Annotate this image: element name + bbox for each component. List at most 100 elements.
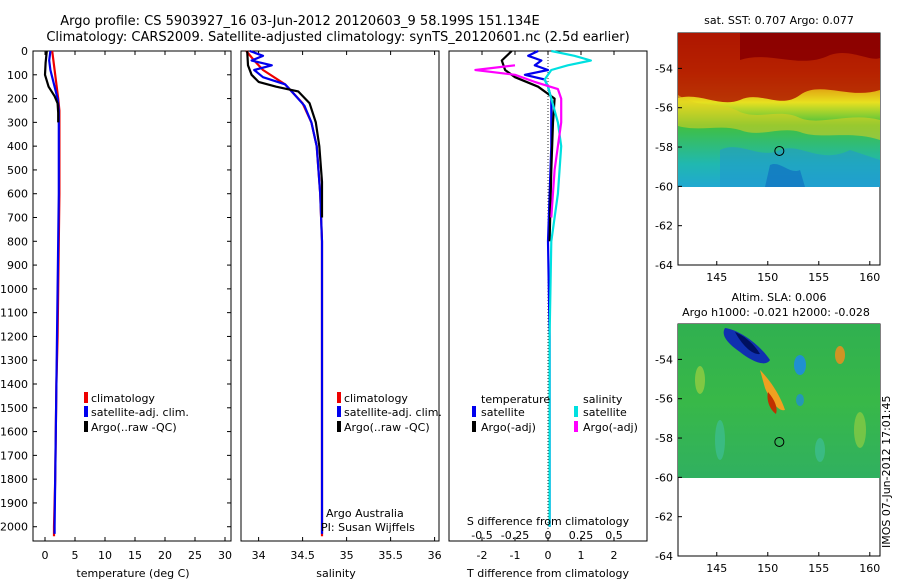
temperature-xlabel: temperature (deg C) xyxy=(76,567,189,580)
depth-tick-label: 200 xyxy=(7,93,28,106)
xtick-label: 36 xyxy=(428,549,442,562)
legend-label-s-argo: Argo(-adj) xyxy=(583,421,638,434)
map-ytick-label: -58 xyxy=(655,432,673,445)
map-ytick-label: -64 xyxy=(655,259,673,272)
temperature-axes-box xyxy=(32,50,232,542)
legend-label-satellite: satellite-adj. clim. xyxy=(91,406,189,419)
depth-tick-label: 500 xyxy=(7,164,28,177)
map-ytick-label: -62 xyxy=(655,511,673,524)
footer-timestamp: IMOS 07-Jun-2012 17:01:45 xyxy=(880,395,893,548)
salinity-panel: 34 34.5 35 35.5 36 salinity climatology sate… xyxy=(240,49,442,580)
sla-map-xticks: 145 150 155 160 xyxy=(706,552,880,575)
sst-map-panel: sat. SST: 0.707 Argo: 0.077 145 150 155 160… xyxy=(655,14,881,284)
legend-label-climatology: climatology xyxy=(91,392,155,405)
argo-location-marker xyxy=(774,436,785,447)
series-line-t-argo-adj- xyxy=(500,50,556,242)
sla-map-yticks: -54 -56 -58 -60 -62 -64 xyxy=(655,353,682,563)
temperature-panel: 0100200300400500600700800900100011001200… xyxy=(0,45,647,580)
map-ytick-label: -54 xyxy=(655,353,673,366)
legend-label-argo: Argo(..raw -QC) xyxy=(91,421,177,434)
salinity-legend: climatology satellite-adj. clim. Argo(..… xyxy=(337,392,442,434)
s-xtick-label: 0.5 xyxy=(605,529,623,542)
difference-legend: temperature salinity satellite Argo(-adj… xyxy=(472,393,638,434)
series-line-satellite-adj-clim- xyxy=(249,49,324,534)
map-xtick-label: 145 xyxy=(706,271,727,284)
sst-map-yticks: -54 -56 -58 -60 -62 -64 xyxy=(655,62,682,272)
s-xtick-label: -0.5 xyxy=(471,529,492,542)
map-ytick-label: -56 xyxy=(655,393,673,406)
map-xtick-label: 155 xyxy=(808,562,829,575)
legend-swatch-s-satellite xyxy=(574,406,578,417)
depth-tick-label: 1400 xyxy=(0,378,28,391)
map-ytick-label: -64 xyxy=(655,550,673,563)
sla-heatmap xyxy=(678,324,880,478)
legend-swatch-satellite xyxy=(84,406,88,417)
series-line-argo-raw-qc- xyxy=(43,50,60,123)
depth-tick-label: 400 xyxy=(7,140,28,153)
xtick-label: 1 xyxy=(578,549,585,562)
series-line-s-satellite xyxy=(543,49,593,527)
sla-map-subtitle: Argo h1000: -0.021 h2000: -0.028 xyxy=(682,306,870,319)
map-xtick-label: 160 xyxy=(859,271,880,284)
legend-swatch-t-satellite xyxy=(472,406,476,417)
legend-swatch-climatology xyxy=(337,392,341,403)
xtick-label: 0 xyxy=(42,549,49,562)
xtick-label: 0 xyxy=(545,549,552,562)
xtick-label: 34 xyxy=(252,549,266,562)
xtick-label: 20 xyxy=(158,549,172,562)
map-ytick-label: -62 xyxy=(655,220,673,233)
series-line-argo-raw-qc- xyxy=(246,50,324,218)
sst-heatmap xyxy=(678,33,880,187)
depth-tick-label: 700 xyxy=(7,212,28,225)
xtick-label: 34.5 xyxy=(290,549,315,562)
xtick-label: 10 xyxy=(98,549,112,562)
figure-title-line2: Climatology: CARS2009. Satellite-adjuste… xyxy=(46,30,629,45)
sst-map-title: sat. SST: 0.707 Argo: 0.077 xyxy=(704,14,854,27)
xtick-label: -2 xyxy=(477,549,488,562)
xtick-label: 25 xyxy=(188,549,202,562)
series-line-satellite-adj-clim- xyxy=(48,50,60,534)
s-xtick-label: 0.25 xyxy=(569,529,594,542)
annotation-pi: PI: Susan Wijffels xyxy=(321,521,415,534)
legend-label-argo: Argo(..raw -QC) xyxy=(344,421,430,434)
sst-map-xticks: 145 150 155 160 xyxy=(706,261,880,284)
legend-title-temperature: temperature xyxy=(481,393,550,406)
depth-tick-label: 1200 xyxy=(0,330,28,343)
map-ytick-label: -58 xyxy=(655,141,673,154)
depth-tick-label: 1800 xyxy=(0,473,28,486)
map-ytick-label: -60 xyxy=(655,180,673,193)
legend-swatch-argo xyxy=(84,421,88,432)
depth-tick-label: 900 xyxy=(7,259,28,272)
map-xtick-label: 150 xyxy=(757,562,778,575)
legend-swatch-argo xyxy=(337,421,341,432)
salinity-xticks: 34 34.5 35 35.5 36 xyxy=(252,51,442,562)
map-ytick-label: -60 xyxy=(655,471,673,484)
depth-tick-label: 1700 xyxy=(0,449,28,462)
xtick-label: 30 xyxy=(218,549,232,562)
map-ytick-label: -54 xyxy=(655,62,673,75)
depth-tick-label: 1000 xyxy=(0,283,28,296)
legend-label-s-satellite: satellite xyxy=(583,406,627,419)
difference-profiles xyxy=(474,49,593,527)
xtick-label: 35 xyxy=(340,549,354,562)
map-xtick-label: 155 xyxy=(808,271,829,284)
legend-swatch-climatology xyxy=(84,392,88,403)
salinity-profiles xyxy=(245,49,324,537)
sla-map-title: Altim. SLA: 0.006 xyxy=(731,291,826,304)
temperature-xticks: 0 5 10 15 20 25 30 xyxy=(42,51,232,562)
depth-tick-label: 300 xyxy=(7,116,28,129)
depth-tick-label: 800 xyxy=(7,235,28,248)
legend-label-satellite: satellite-adj. clim. xyxy=(344,406,442,419)
t-difference-xlabel: T difference from climatology xyxy=(466,567,629,580)
s-difference-xlabel: S difference from climatology xyxy=(467,515,630,528)
depth-tick-label: 600 xyxy=(7,188,28,201)
legend-swatch-satellite xyxy=(337,406,341,417)
depth-tick-label: 1900 xyxy=(0,497,28,510)
map-xtick-label: 160 xyxy=(859,562,880,575)
legend-label-t-satellite: satellite xyxy=(481,406,525,419)
map-ytick-label: -56 xyxy=(655,102,673,115)
legend-label-t-argo: Argo(-adj) xyxy=(481,421,536,434)
s-xtick-label: -0.25 xyxy=(501,529,529,542)
depth-tick-label: 1500 xyxy=(0,402,28,415)
